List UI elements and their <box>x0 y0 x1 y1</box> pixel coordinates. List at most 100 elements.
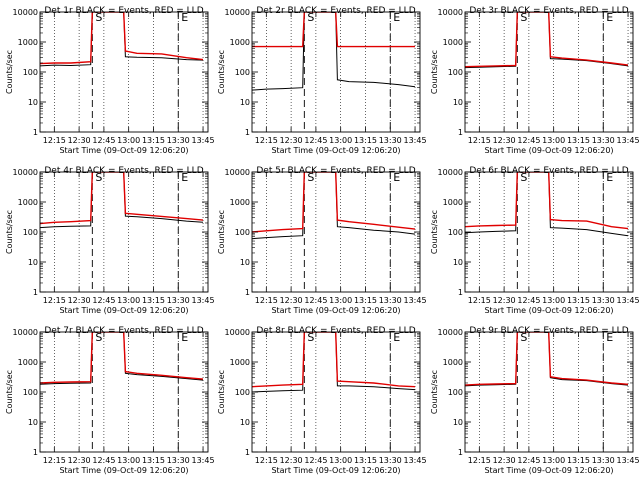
panel-title: Det 8r BLACK = Events, RED = LLD <box>256 326 415 336</box>
x-tick-label: 13:45 <box>192 136 215 145</box>
y-tick-label: 100 <box>23 68 38 77</box>
x-tick-label: 12:45 <box>517 136 540 145</box>
panel-title: Det 4r BLACK = Events, RED = LLD <box>44 166 203 176</box>
marker-label-end: E <box>181 11 188 24</box>
y-tick-label: 1000 <box>443 38 463 47</box>
x-tick-label: 13:45 <box>404 456 427 465</box>
y-tick-label: 100 <box>23 228 38 237</box>
x-tick-label: 12:15 <box>255 296 278 305</box>
y-tick-label: 10 <box>240 258 250 267</box>
x-tick-label: 12:45 <box>304 296 327 305</box>
marker-label-end: E <box>181 331 188 344</box>
x-tick-label: 12:45 <box>304 456 327 465</box>
panel-title: Det 6r BLACK = Events, RED = LLD <box>469 166 628 176</box>
marker-label-end: E <box>606 11 613 24</box>
x-axis-label: Start Time (09-Oct-09 12:06:20) <box>271 466 400 475</box>
x-tick-label: 13:45 <box>404 136 427 145</box>
marker-label-end: E <box>606 171 613 184</box>
x-axis-label: Start Time (09-Oct-09 12:06:20) <box>271 306 400 315</box>
x-tick-label: 13:15 <box>567 296 590 305</box>
y-tick-label: 1000 <box>443 358 463 367</box>
y-tick-label: 1000 <box>230 38 250 47</box>
x-tick-label: 13:00 <box>542 136 565 145</box>
series-line-lld <box>252 332 416 388</box>
y-tick-label: 100 <box>448 388 463 397</box>
x-tick-label: 12:30 <box>280 136 303 145</box>
x-tick-label: 13:45 <box>192 456 215 465</box>
x-tick-label: 13:00 <box>542 456 565 465</box>
y-tick-label: 10 <box>453 98 463 107</box>
y-tick-label: 10 <box>453 258 463 267</box>
x-tick-label: 13:00 <box>329 456 352 465</box>
panel-title: Det 1r BLACK = Events, RED = LLD <box>44 6 203 16</box>
x-tick-label: 12:45 <box>304 136 327 145</box>
y-tick-label: 10 <box>28 98 38 107</box>
x-tick-label: 13:30 <box>167 456 190 465</box>
y-tick-label: 10000 <box>13 168 38 177</box>
series-line-events <box>252 12 416 91</box>
x-axis-label: Start Time (09-Oct-09 12:06:20) <box>484 466 613 475</box>
x-tick-label: 13:00 <box>542 296 565 305</box>
x-tick-label: 13:15 <box>354 136 377 145</box>
x-tick-label: 12:45 <box>92 456 115 465</box>
x-tick-label: 12:45 <box>92 136 115 145</box>
x-tick-label: 12:45 <box>92 296 115 305</box>
x-tick-label: 13:00 <box>117 296 140 305</box>
x-tick-label: 13:30 <box>167 296 190 305</box>
y-axis-label: Counts/sec <box>217 50 226 94</box>
series-line-lld <box>252 172 416 233</box>
x-tick-label: 13:00 <box>329 296 352 305</box>
y-tick-label: 1 <box>33 288 38 297</box>
x-tick-label: 12:30 <box>68 296 91 305</box>
y-tick-label: 1 <box>33 448 38 457</box>
marker-label-start: S <box>95 11 102 24</box>
x-tick-label: 13:15 <box>354 456 377 465</box>
marker-label-start: S <box>307 331 314 344</box>
y-tick-label: 10 <box>28 258 38 267</box>
x-tick-label: 13:15 <box>142 136 165 145</box>
x-tick-label: 12:15 <box>43 296 66 305</box>
series-line-lld <box>252 12 415 48</box>
y-tick-label: 1 <box>458 448 463 457</box>
x-tick-label: 13:45 <box>617 136 640 145</box>
x-tick-label: 12:15 <box>255 456 278 465</box>
y-tick-label: 1 <box>33 128 38 137</box>
x-tick-label: 13:45 <box>404 296 427 305</box>
marker-label-end: E <box>393 171 400 184</box>
x-tick-label: 13:15 <box>142 456 165 465</box>
marker-label-start: S <box>95 171 102 184</box>
y-tick-label: 10 <box>453 418 463 427</box>
marker-label-start: S <box>520 331 527 344</box>
series-line-events <box>252 332 416 393</box>
y-tick-label: 100 <box>235 68 250 77</box>
x-tick-label: 13:00 <box>117 456 140 465</box>
x-tick-label: 13:30 <box>592 456 615 465</box>
x-tick-label: 12:30 <box>493 296 516 305</box>
marker-label-start: S <box>307 171 314 184</box>
x-axis-label: Start Time (09-Oct-09 12:06:20) <box>59 466 188 475</box>
y-tick-label: 1 <box>458 288 463 297</box>
marker-label-end: E <box>606 331 613 344</box>
y-tick-label: 1000 <box>18 198 38 207</box>
x-tick-label: 12:15 <box>43 456 66 465</box>
y-axis-label: Counts/sec <box>217 210 226 254</box>
panel-title: Det 3r BLACK = Events, RED = LLD <box>469 6 628 16</box>
series-line-lld <box>40 172 204 225</box>
x-tick-label: 13:45 <box>617 456 640 465</box>
marker-label-end: E <box>393 331 400 344</box>
x-tick-label: 12:15 <box>468 456 491 465</box>
y-tick-label: 100 <box>448 68 463 77</box>
x-tick-label: 12:30 <box>493 456 516 465</box>
x-tick-label: 13:30 <box>592 136 615 145</box>
marker-label-start: S <box>520 11 527 24</box>
y-tick-label: 1000 <box>230 198 250 207</box>
panel-title: Det 5r BLACK = Events, RED = LLD <box>256 166 415 176</box>
x-tick-label: 13:45 <box>192 296 215 305</box>
x-tick-label: 13:30 <box>167 136 190 145</box>
y-axis-label: Counts/sec <box>5 370 14 414</box>
y-tick-label: 10000 <box>438 328 463 337</box>
x-tick-label: 12:45 <box>517 296 540 305</box>
x-tick-label: 12:15 <box>468 296 491 305</box>
x-axis-label: Start Time (09-Oct-09 12:06:20) <box>484 306 613 315</box>
